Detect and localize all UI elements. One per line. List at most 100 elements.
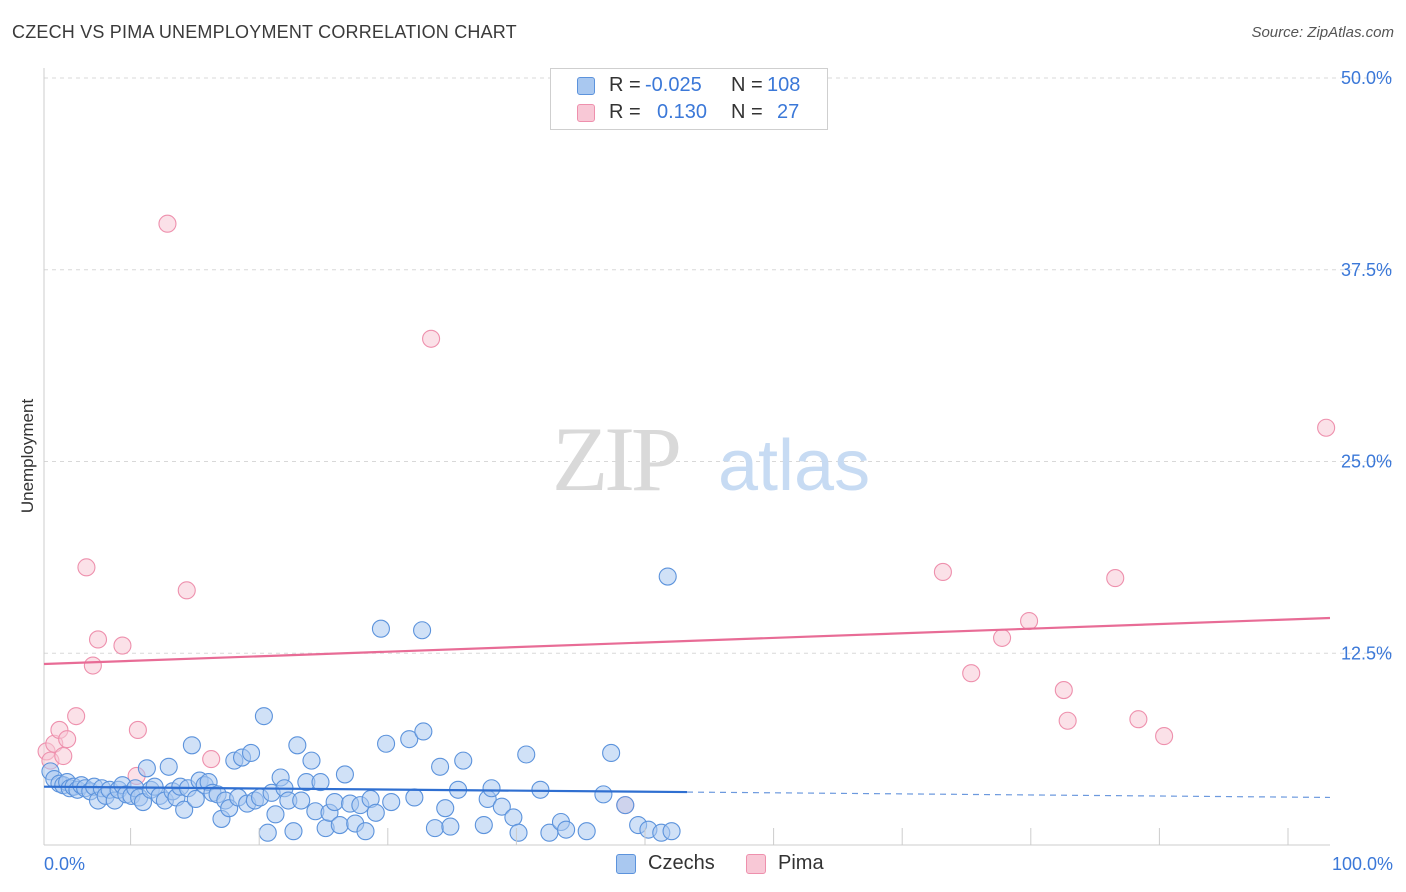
pima-point (128, 720, 147, 740)
czechs-point (431, 757, 450, 776)
x-tick-label: 0.0% (44, 854, 85, 874)
legend-row-pima: R = 0.130 N = 27 (551, 101, 827, 127)
legend-swatch-czechs (577, 77, 595, 95)
czechs-point (441, 817, 460, 836)
pima-point (177, 581, 196, 600)
czechs-point (335, 765, 354, 784)
czechs-point (517, 745, 536, 764)
czechs-point (594, 785, 613, 804)
czechs-point (436, 799, 455, 818)
legend-r-value: -0.025 (645, 74, 702, 96)
czechs-point (292, 791, 311, 810)
czechs-point (557, 820, 576, 839)
pima-point (993, 628, 1012, 647)
czechs-point (241, 743, 261, 763)
pima-point (202, 750, 221, 769)
trend-lines (43, 616, 1331, 799)
pima-point (77, 558, 96, 577)
czechs-point (302, 751, 321, 770)
legend-r-value: 0.130 (657, 101, 708, 123)
czechs-point (377, 734, 396, 753)
czechs-point (258, 823, 277, 842)
pima-point (58, 730, 77, 749)
y-tick-label: 25.0% (1341, 452, 1392, 472)
legend-swatch-pima (746, 854, 766, 874)
watermark-zip: ZIP (552, 408, 679, 510)
series-legend: Czechs Pima (0, 852, 1406, 878)
czechs-point (288, 736, 307, 755)
pima-point (1106, 569, 1125, 588)
czechs-point (658, 567, 677, 586)
legend-label-pima: Pima (778, 852, 824, 874)
czechs-point (356, 822, 375, 841)
pima-point (88, 630, 108, 649)
czechs-point (662, 822, 681, 841)
pima-point (422, 329, 441, 348)
axes (43, 68, 1330, 846)
czechs-point (371, 619, 390, 638)
pima-trend-line (43, 616, 1331, 666)
czechs-point (159, 757, 178, 776)
pima-point (1317, 418, 1336, 437)
pima-point (1129, 710, 1148, 729)
chart-title: CZECH VS PIMA UNEMPLOYMENT CORRELATION C… (12, 22, 517, 42)
pima-point (83, 656, 102, 675)
czechs-point (175, 800, 194, 819)
czechs-point (474, 816, 493, 835)
czechs-point (266, 805, 285, 824)
czechs-point (405, 788, 424, 807)
pima-point (962, 664, 981, 683)
pima-point (1058, 711, 1077, 730)
czechs-point (602, 743, 621, 763)
legend-n-value: 27 (777, 101, 800, 123)
czechs-point (284, 822, 303, 841)
czechs-point (186, 789, 205, 809)
czechs-point (492, 797, 511, 816)
legend-swatch-czechs (616, 854, 636, 874)
czechs-point (311, 773, 330, 792)
legend-n-label: N = (731, 74, 763, 96)
czechs-point (325, 792, 344, 812)
correlation-legend: R = -0.025 N = 108 R = 0.130 N = 27 (550, 68, 828, 130)
legend-r-label: R = (609, 101, 641, 123)
source-label: Source: ZipAtlas.com (1251, 24, 1394, 41)
legend-label-czechs: Czechs (648, 852, 715, 874)
czechs-point (330, 816, 349, 835)
czechs-point (382, 792, 401, 812)
czechs-point (400, 730, 419, 749)
legend-swatch-pima (577, 104, 595, 122)
pima-point (67, 707, 86, 726)
czechs-point (577, 822, 596, 841)
pima-point (113, 636, 132, 655)
czechs-point (414, 722, 433, 741)
legend-n-label: N = (731, 101, 763, 123)
czechs-point (454, 751, 473, 770)
y-tick-label: 12.5% (1341, 643, 1392, 663)
czechs-point (509, 823, 528, 842)
pima-point (158, 214, 177, 233)
czechs-trend-line (43, 785, 688, 794)
x-tick-label: 100.0% (1332, 854, 1393, 874)
pima-point (933, 562, 952, 581)
legend-n-value: 108 (767, 74, 801, 96)
czechs-point (425, 819, 444, 838)
czechs-points (41, 567, 681, 842)
watermark-atlas: atlas (718, 426, 870, 506)
legend-r-label: R = (609, 74, 641, 96)
czechs-point (254, 707, 273, 726)
pima-point (1020, 611, 1039, 631)
watermark: ZIP atlas (552, 408, 870, 510)
legend-row-czechs: R = -0.025 N = 108 (551, 74, 827, 100)
czechs-point (616, 796, 635, 815)
czechs-trend-extension (686, 791, 1331, 799)
tick-labels: 12.5% 25.0% 37.5% 50.0% 0.0% 100.0% (44, 68, 1393, 874)
czechs-point (504, 808, 523, 827)
czechs-point (366, 803, 385, 822)
pima-point (1155, 727, 1174, 746)
gridlines (44, 77, 1392, 654)
pima-point (1054, 681, 1073, 700)
czechs-point (137, 759, 156, 778)
y-tick-label: 50.0% (1341, 68, 1392, 88)
pima-points (37, 214, 1336, 815)
